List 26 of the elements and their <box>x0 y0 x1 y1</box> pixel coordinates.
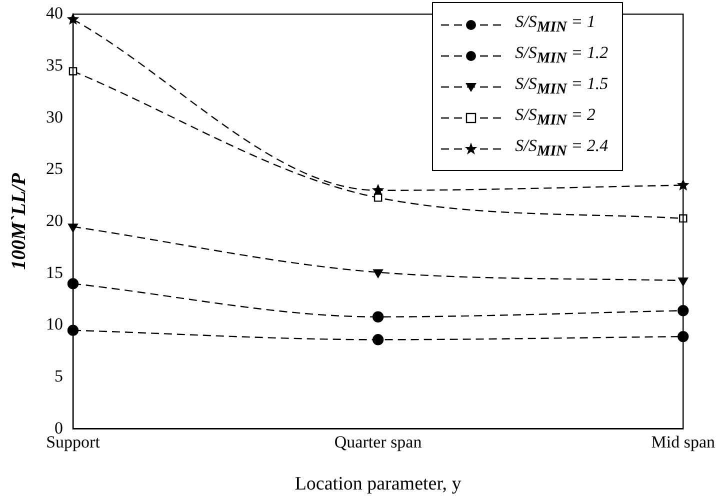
point <box>374 194 382 202</box>
y-tick-label: 10 <box>46 314 63 334</box>
legend-label: S/S$_{MIN}$ = 1.5 <box>515 74 608 99</box>
point <box>678 214 688 223</box>
point <box>372 311 384 322</box>
point <box>67 278 79 290</box>
x-tick-label: Quarter span <box>334 432 422 452</box>
y-tick-label: 20 <box>46 210 63 230</box>
y-tick-label: 0 <box>54 418 63 438</box>
legend-label: S/S$_{MIN}$ = 1.2 <box>515 43 608 68</box>
y-axis-title: 100M`LL/P <box>8 172 30 270</box>
point <box>372 184 384 196</box>
legend-label: S/S$_{MIN}$ = 2.4 <box>515 136 608 161</box>
point <box>372 334 384 346</box>
y-tick-label: 15 <box>46 262 63 282</box>
y-tick-label: 5 <box>54 366 63 386</box>
x-tick-label: Mid span <box>651 432 716 452</box>
legend-label: S/S$_{MIN}$ = 2 <box>515 105 596 130</box>
y-tick-label: 40 <box>46 4 63 23</box>
x-axis-title: Location parameter, y <box>294 474 462 495</box>
legend-label: S/S$_{MIN}$ = 1 <box>515 12 596 37</box>
y-tick-label: 25 <box>46 159 63 178</box>
point <box>373 269 383 278</box>
point <box>67 324 79 336</box>
y-tick-label: 35 <box>46 55 63 74</box>
y-tick-label: 30 <box>46 107 63 126</box>
